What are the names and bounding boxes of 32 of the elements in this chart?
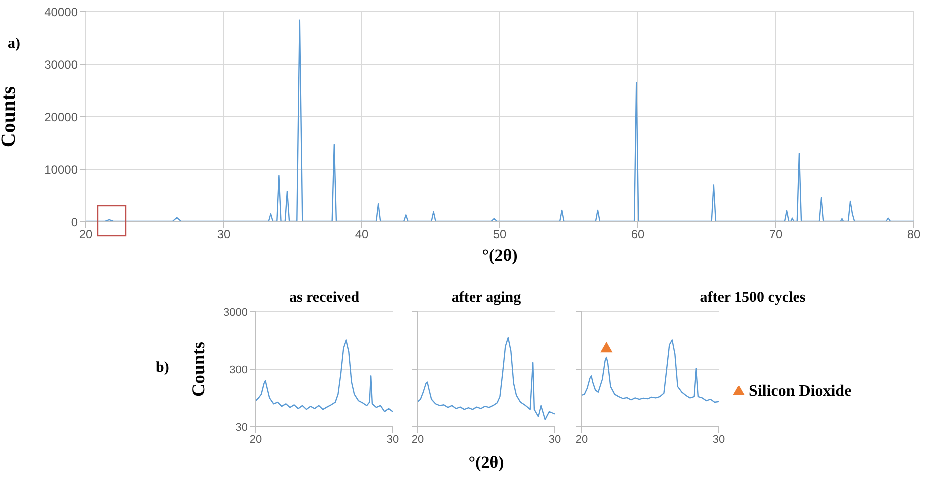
x-tick-label: 20 [250,434,262,446]
x-tick-label: 20 [79,228,93,242]
x-tick-label: 50 [493,228,507,242]
x-tick-label: 60 [631,228,645,242]
x-axis-title: °(2θ) [468,453,504,472]
x-tick-label: 30 [386,434,400,446]
text: a) [8,36,20,53]
x-tick-label: 20 [412,434,424,446]
text: b) [156,360,170,377]
x-tick-label: 40 [355,228,369,242]
text: after 1500 cycles [699,290,807,308]
x-tick-label: 70 [769,228,783,242]
x-tick-label: 30 [217,228,231,242]
y-tick-label: 30000 [44,58,78,72]
chart-title: after aging [450,290,522,308]
y-tick-label: 300 [230,364,248,376]
x-tick-label: 20 [576,434,588,446]
chart-title: as received [288,290,361,308]
y-tick-label: 3000 [224,306,248,319]
legend-label: Silicon Dioxide [749,382,852,400]
x-tick-label: 30 [712,434,726,446]
y-tick-label: 20000 [44,110,78,124]
y-tick-label: 40000 [44,5,78,20]
y-axis-title: Counts [188,342,208,398]
y-axis-title: Counts [0,86,20,148]
x-axis-title: °(2θ) [482,246,518,265]
y-tick-label: 30 [236,422,248,434]
line-series [256,340,393,412]
x-tick-label: 30 [548,434,562,446]
y-tick-label: 0 [71,215,78,230]
x-tick-label: 80 [907,228,921,242]
y-tick-label: 10000 [44,162,78,177]
